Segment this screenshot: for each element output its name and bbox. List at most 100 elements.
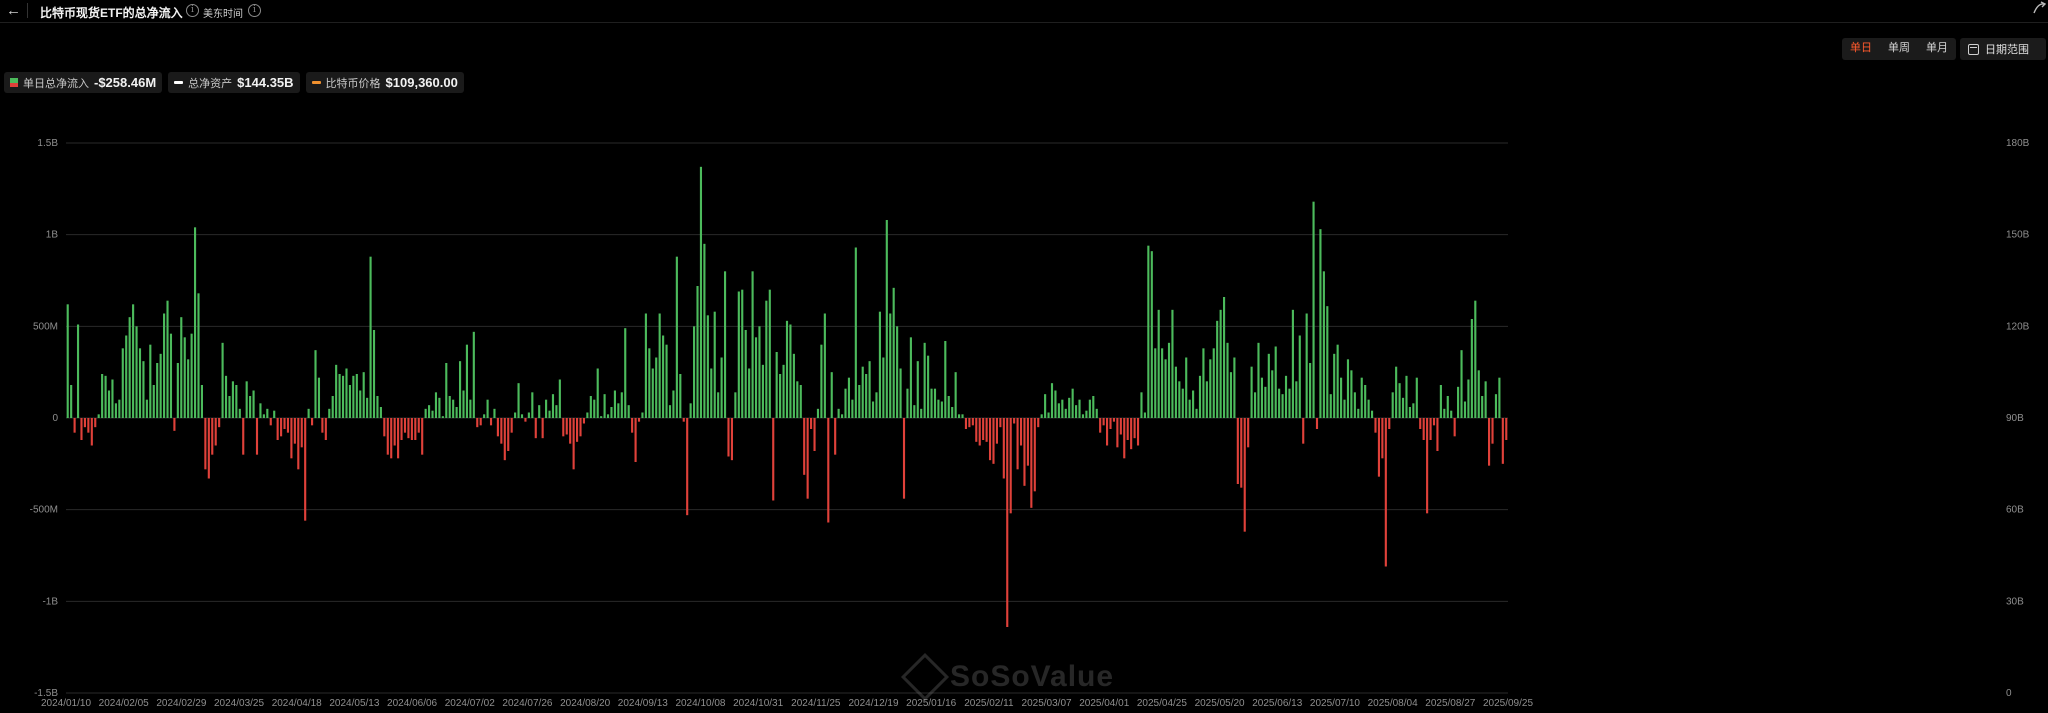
inflow-bar bbox=[1013, 418, 1016, 424]
inflow-bar bbox=[145, 399, 148, 418]
inflow-bar bbox=[875, 392, 878, 418]
inflow-bar bbox=[1002, 418, 1005, 479]
inflow-bar bbox=[1346, 359, 1350, 418]
inflow-bar bbox=[390, 418, 393, 459]
inflow-bar bbox=[737, 291, 740, 418]
date-range-label: 日期范围 bbox=[1985, 44, 2029, 56]
inflow-bar bbox=[386, 418, 389, 455]
inflow-bar bbox=[207, 418, 210, 479]
inflow-bar bbox=[1133, 418, 1136, 439]
inflow-bar bbox=[641, 412, 644, 418]
back-arrow-icon[interactable]: ← bbox=[6, 2, 21, 19]
inflow-bar bbox=[1481, 396, 1484, 418]
expand-icon[interactable] bbox=[2032, 1, 2046, 15]
inflow-bar bbox=[717, 392, 720, 418]
date-range-button[interactable]: 日期范围 bbox=[1960, 38, 2046, 60]
tab-day[interactable]: 单日 bbox=[1850, 42, 1872, 54]
x-tick-label: 2024/04/18 bbox=[272, 698, 322, 709]
inflow-bar bbox=[1353, 392, 1356, 418]
etf-flow-chart[interactable]: -1.5B -1B -500M 0 500M 1B 1.5B 0 30B 60B 90B 120B 15… bbox=[0, 128, 2048, 713]
inflow-bar bbox=[1302, 418, 1305, 444]
inflow-bar bbox=[366, 397, 369, 418]
inflow-bar bbox=[1381, 418, 1384, 459]
inflow-bar bbox=[211, 418, 214, 455]
inflow-bar bbox=[1157, 309, 1160, 418]
legend-item-assets[interactable]: 总净资产 $144.35B bbox=[168, 72, 300, 93]
tab-week[interactable]: 单周 bbox=[1888, 42, 1910, 54]
inflow-bar bbox=[1401, 397, 1405, 418]
legend-item-inflow[interactable]: 单日总净流入 -$258.46M bbox=[4, 72, 163, 93]
inflow-bar bbox=[328, 408, 331, 418]
inflow-bar bbox=[1505, 418, 1508, 440]
inflow-bar bbox=[187, 359, 190, 418]
header-divider bbox=[27, 3, 28, 18]
inflow-bar bbox=[706, 315, 709, 418]
inflow-bar bbox=[142, 361, 145, 418]
inflow-bar bbox=[166, 300, 169, 418]
inflow-bar bbox=[228, 396, 231, 418]
inflow-bar bbox=[696, 286, 699, 418]
inflow-bar bbox=[686, 418, 689, 516]
inflow-bar bbox=[1498, 377, 1501, 418]
inflow-bar bbox=[293, 418, 296, 444]
inflow-bar bbox=[1205, 381, 1208, 418]
inflow-bar bbox=[586, 412, 589, 418]
right-tick-label: 150B bbox=[2006, 230, 2030, 241]
x-tick-label: 2024/07/26 bbox=[502, 698, 552, 709]
inflow-bar bbox=[1443, 408, 1446, 418]
inflow-bar bbox=[132, 304, 135, 418]
inflow-bar bbox=[307, 408, 310, 418]
inflow-bar bbox=[703, 243, 706, 418]
inflow-bar bbox=[606, 414, 610, 418]
left-tick-label: 1B bbox=[46, 230, 59, 241]
inflow-bar bbox=[483, 414, 486, 418]
chart-area[interactable]: -1.5B -1B -500M 0 500M 1B 1.5B 0 30B 60B 90B 120B 15… bbox=[0, 128, 2048, 713]
inflow-bar bbox=[1116, 418, 1119, 448]
timezone-info-icon[interactable]: i bbox=[248, 4, 261, 17]
inflow-bar bbox=[465, 344, 468, 418]
inflow-bar bbox=[958, 414, 961, 418]
inflow-bar bbox=[1075, 405, 1078, 418]
inflow-bar bbox=[1202, 348, 1205, 418]
inflow-bar bbox=[1057, 403, 1060, 418]
inflow-bar bbox=[249, 396, 252, 418]
inflow-bar bbox=[520, 414, 524, 418]
inflow-bar bbox=[813, 418, 816, 451]
inflow-bar bbox=[1126, 418, 1129, 440]
inflow-bar bbox=[376, 396, 379, 418]
inflow-bar bbox=[806, 418, 809, 499]
inflow-bar bbox=[823, 313, 826, 418]
inflow-bar bbox=[820, 344, 823, 418]
inflow-bar bbox=[589, 396, 592, 418]
inflow-bar bbox=[1484, 381, 1487, 418]
inflow-bar bbox=[854, 247, 857, 418]
inflow-bar bbox=[280, 418, 283, 437]
inflow-bar bbox=[779, 374, 782, 418]
calendar-icon bbox=[1968, 43, 1979, 55]
inflow-bar bbox=[796, 381, 799, 418]
inflow-bar bbox=[1450, 410, 1453, 418]
right-tick-label: 90B bbox=[2006, 413, 2024, 424]
info-icon[interactable]: i bbox=[186, 4, 199, 17]
inflow-bar bbox=[273, 410, 276, 418]
legend-item-price[interactable]: 比特币价格 $109,360.00 bbox=[305, 72, 464, 93]
x-tick-label: 2024/03/25 bbox=[214, 698, 264, 709]
inflow-bar bbox=[569, 418, 572, 444]
inflow-bar bbox=[421, 418, 424, 455]
inflow-bar bbox=[789, 324, 792, 418]
inflow-bar bbox=[83, 418, 86, 428]
tab-month[interactable]: 单月 bbox=[1926, 42, 1948, 54]
x-tick-label: 2025/06/13 bbox=[1252, 698, 1302, 709]
inflow-bar bbox=[682, 418, 685, 422]
inflow-bar bbox=[1140, 392, 1143, 418]
x-tick-label: 2024/12/19 bbox=[848, 698, 898, 709]
inflow-bar bbox=[331, 396, 334, 418]
inflow-bar bbox=[868, 361, 871, 418]
inflow-bar bbox=[125, 335, 128, 418]
watermark-text: SoSoValue bbox=[950, 660, 1115, 693]
inflow-bar bbox=[1374, 418, 1377, 433]
inflow-bar bbox=[1257, 342, 1260, 418]
inflow-bar bbox=[1357, 408, 1360, 418]
inflow-bar bbox=[1223, 297, 1226, 418]
inflow-bar bbox=[562, 418, 565, 437]
